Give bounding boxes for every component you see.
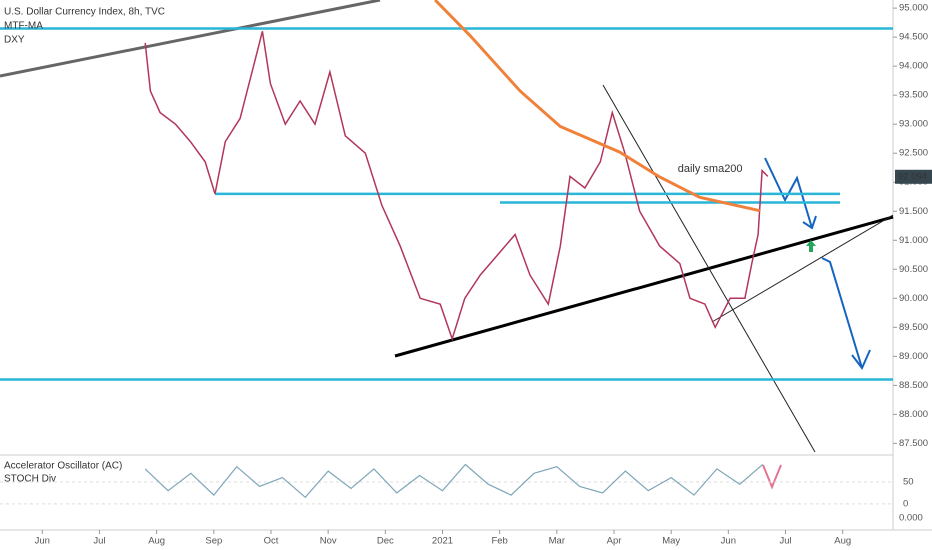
y-tick-label: 88.000 — [899, 409, 928, 420]
x-tick-label: Jul — [93, 536, 105, 547]
x-tick-label: Mar — [549, 536, 565, 547]
y-tick-label: 94.000 — [899, 61, 928, 72]
y-tick-label: 92.500 — [899, 148, 928, 159]
x-tick-label: Feb — [491, 536, 507, 547]
y-tick-label: 93.000 — [899, 119, 928, 130]
y-tick-label: 90.500 — [899, 264, 928, 275]
osc-tick-label: 50 — [903, 477, 914, 488]
last-price-label: 92.094 — [898, 171, 927, 182]
x-tick-label: Apr — [607, 536, 622, 547]
up-arrow — [806, 240, 816, 252]
line — [144, 463, 764, 499]
trendline — [602, 84, 816, 453]
y-tick-label: 95.000 — [899, 3, 928, 14]
projection-arrow — [821, 257, 863, 369]
arrow-head — [851, 349, 871, 370]
x-tick-label: Dec — [377, 536, 394, 547]
arrow-head — [802, 215, 817, 230]
x-tick-label: 2021 — [432, 536, 453, 547]
last-price-box — [895, 169, 932, 184]
y-tick-label: 93.500 — [899, 90, 928, 101]
x-tick-label: Jul — [779, 536, 791, 547]
y-tick-label: 90.000 — [899, 293, 928, 304]
y-tick-label: 89.000 — [899, 351, 928, 362]
trendline — [711, 214, 894, 323]
line — [144, 31, 769, 342]
oscillator-subtitle: STOCH Div — [4, 474, 56, 485]
trendline — [0, 0, 381, 78]
x-tick-label: Jun — [721, 536, 736, 547]
y-tick-label: 94.500 — [899, 32, 928, 43]
x-tick-label: May — [662, 536, 680, 547]
annotation: daily sma200 — [678, 163, 743, 175]
x-tick-label: Aug — [834, 536, 851, 547]
legend-label: DXY — [4, 35, 25, 46]
x-tick-label: Oct — [264, 536, 279, 547]
osc-zero-label: 0.000 — [899, 513, 923, 524]
y-tick-label: 89.500 — [899, 322, 928, 333]
y-tick-label: 88.500 — [899, 380, 928, 391]
y-tick-label: 91.000 — [899, 235, 928, 246]
x-tick-label: Jun — [35, 536, 50, 547]
x-tick-label: Nov — [320, 536, 337, 547]
line — [434, 0, 761, 213]
oscillator-title: Accelerator Oscillator (AC) — [4, 461, 122, 472]
trendline — [394, 215, 894, 358]
x-tick-label: Sep — [205, 536, 222, 547]
div-arrow — [762, 464, 782, 490]
indicator-name: MTF-MA — [4, 21, 43, 32]
y-tick-label: 87.500 — [899, 438, 928, 449]
osc-tick-label: 0 — [903, 498, 908, 509]
x-tick-label: Aug — [148, 536, 165, 547]
chart-title: U.S. Dollar Currency Index, 8h, TVC — [4, 7, 165, 18]
y-tick-label: 91.500 — [899, 206, 928, 217]
